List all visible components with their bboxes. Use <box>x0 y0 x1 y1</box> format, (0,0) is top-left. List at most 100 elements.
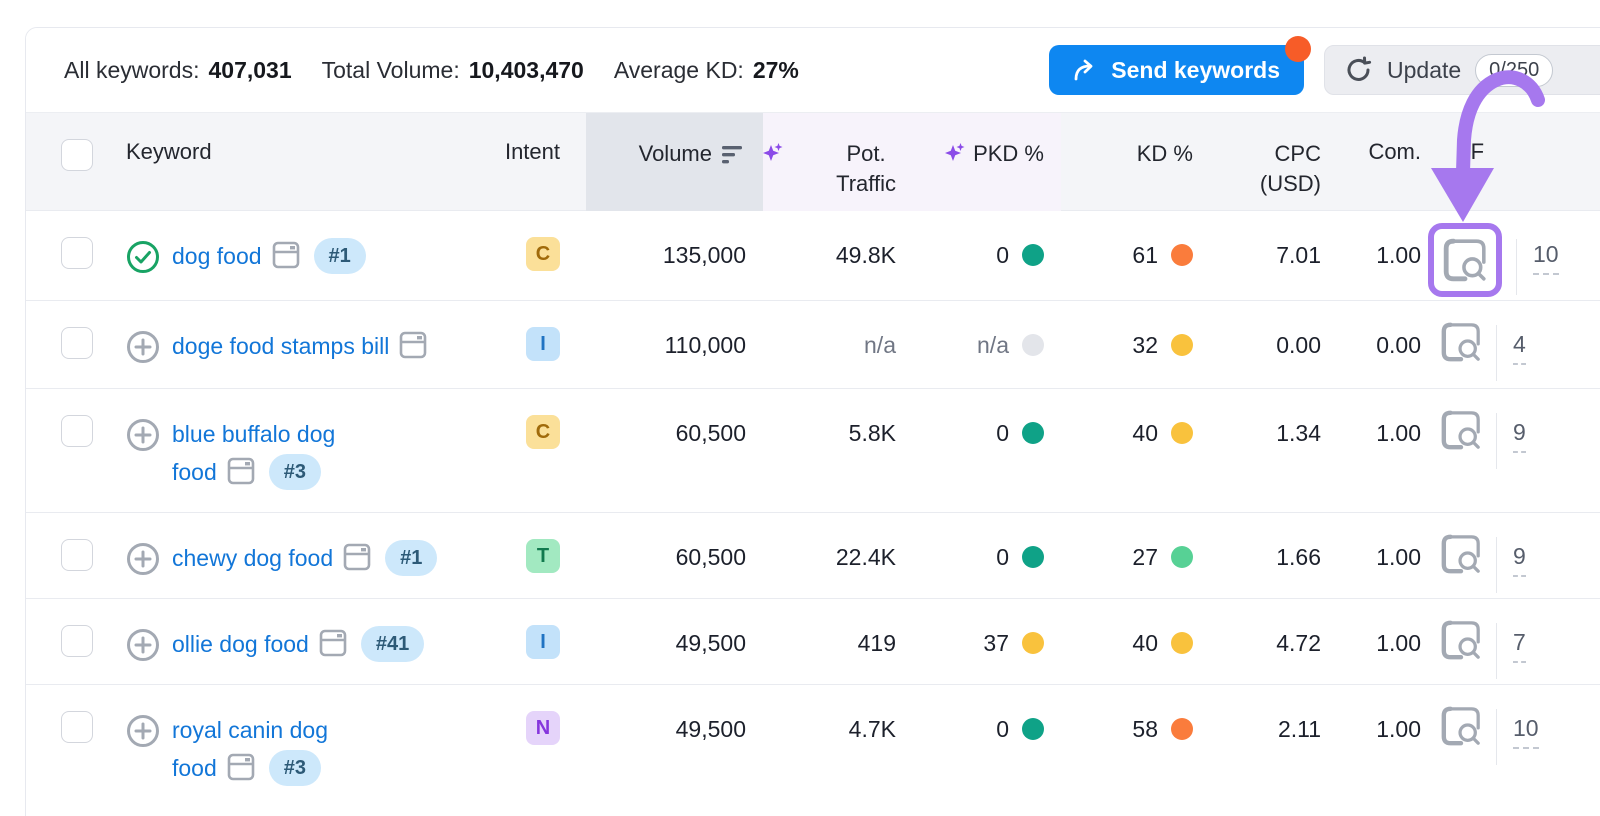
row-checkbox[interactable] <box>61 237 93 269</box>
pot-traffic-cell: 49.8K <box>835 242 896 268</box>
kd-dot <box>1171 632 1193 654</box>
table-row: doge food stamps bill I 110,000 n/a n/a … <box>26 300 1600 388</box>
pkd-dot <box>1022 718 1044 740</box>
sf-count[interactable]: 9 <box>1513 541 1526 577</box>
average-kd-label: Average KD: <box>613 56 744 83</box>
intent-badge[interactable]: I <box>526 625 560 659</box>
keyword-link[interactable]: chewy dog food <box>172 545 334 571</box>
position-badge[interactable]: #3 <box>268 454 322 490</box>
column-cpc-line2: (USD) <box>1259 171 1321 196</box>
divider <box>1496 709 1497 765</box>
cpc-cell: 7.01 <box>1276 242 1321 268</box>
serp-features-highlight-box <box>1428 223 1502 297</box>
volume-cell: 49,500 <box>675 716 746 742</box>
pkd-value: 37 <box>983 630 1009 656</box>
serp-preview-icon[interactable] <box>272 241 300 269</box>
serp-features-icon[interactable] <box>1440 409 1482 451</box>
share-arrow-icon <box>1074 59 1093 81</box>
sf-count[interactable]: 7 <box>1513 627 1526 663</box>
column-volume[interactable]: Volume <box>586 113 763 211</box>
sf-count[interactable]: 9 <box>1513 417 1526 453</box>
serp-features-icon[interactable] <box>1442 237 1488 283</box>
column-intent[interactable]: Intent <box>504 139 560 164</box>
divider <box>1516 239 1517 295</box>
cpc-cell: 0.00 <box>1276 332 1321 358</box>
intent-badge[interactable]: I <box>526 327 560 361</box>
pkd-dot <box>1022 244 1044 266</box>
serp-features-icon[interactable] <box>1440 321 1482 363</box>
row-checkbox[interactable] <box>61 539 93 571</box>
com-cell: 1.00 <box>1376 242 1421 268</box>
volume-cell: 49,500 <box>675 630 746 656</box>
ai-sparkle-icon <box>945 143 965 161</box>
column-sf[interactable]: SF <box>1456 139 1485 164</box>
serp-preview-icon[interactable] <box>319 629 347 657</box>
column-keyword[interactable]: Keyword <box>126 139 212 164</box>
cpc-cell: 4.72 <box>1276 630 1321 656</box>
pkd-dot <box>1022 632 1044 654</box>
send-keywords-label: Send keywords <box>1111 56 1280 83</box>
column-pot-traffic[interactable]: Pot. Traffic <box>763 113 906 211</box>
position-badge[interactable]: #41 <box>360 626 425 662</box>
add-plus-circle-icon[interactable] <box>126 330 160 364</box>
divider <box>1496 537 1497 593</box>
sf-count[interactable]: 10 <box>1533 239 1559 275</box>
add-plus-circle-icon[interactable] <box>126 542 160 576</box>
summary-stats: All keywords: 407,031 Total Volume: 10,4… <box>64 57 799 84</box>
table-row: chewy dog food #1 T 60,500 22.4K 0 27 1.6… <box>26 512 1600 598</box>
sf-count[interactable]: 10 <box>1513 713 1539 749</box>
column-com[interactable]: Com. <box>1368 139 1421 164</box>
send-keywords-button[interactable]: Send keywords <box>1049 36 1311 95</box>
kd-value: 40 <box>1132 420 1158 446</box>
kd-value: 27 <box>1132 544 1158 570</box>
kd-dot <box>1171 244 1193 266</box>
table-row: blue buffalo dog food #3 C 60,500 5.8K 0 … <box>26 388 1600 512</box>
serp-features-icon[interactable] <box>1440 705 1482 747</box>
intent-badge[interactable]: T <box>526 539 560 573</box>
pkd-value: 0 <box>996 716 1009 742</box>
table-row: dog food #1 C 135,000 49.8K 0 61 7.01 1.0… <box>26 210 1600 300</box>
pkd-dot <box>1022 546 1044 568</box>
divider <box>1496 623 1497 679</box>
update-button[interactable]: Update 0/250 <box>1324 45 1600 95</box>
keyword-link[interactable]: dog food <box>172 243 262 269</box>
com-cell: 1.00 <box>1376 544 1421 570</box>
column-kd[interactable]: KD % <box>1061 113 1206 210</box>
add-plus-circle-icon[interactable] <box>126 714 160 748</box>
add-plus-circle-icon[interactable] <box>126 628 160 662</box>
intent-badge[interactable]: C <box>526 415 560 449</box>
serp-preview-icon[interactable] <box>343 543 371 571</box>
serp-features-icon[interactable] <box>1440 619 1482 661</box>
added-check-circle-icon[interactable] <box>126 240 160 274</box>
all-keywords-label: All keywords: <box>64 56 200 83</box>
pot-traffic-cell: 22.4K <box>835 544 896 570</box>
serp-features-icon[interactable] <box>1440 533 1482 575</box>
keyword-table-card: All keywords: 407,031 Total Volume: 10,4… <box>25 27 1600 816</box>
serp-preview-icon[interactable] <box>227 457 255 485</box>
position-badge[interactable]: #3 <box>268 750 322 786</box>
table-row: royal canin dog food #3 N 49,500 4.7K 0 5… <box>26 684 1600 816</box>
row-checkbox[interactable] <box>61 625 93 657</box>
keyword-link[interactable]: royal canin dog food <box>172 717 328 781</box>
keyword-link[interactable]: ollie dog food <box>172 631 309 657</box>
serp-preview-icon[interactable] <box>227 753 255 781</box>
column-kd-label: KD % <box>1136 141 1193 166</box>
keyword-link[interactable]: blue buffalo dog food <box>172 421 336 485</box>
position-badge[interactable]: #1 <box>313 238 366 274</box>
refresh-icon <box>1347 56 1372 81</box>
intent-badge[interactable]: N <box>526 711 560 745</box>
kd-dot <box>1171 718 1193 740</box>
row-checkbox[interactable] <box>61 711 93 743</box>
position-badge[interactable]: #1 <box>385 540 438 576</box>
column-cpc[interactable]: CPC (USD) <box>1206 113 1326 210</box>
divider <box>1496 413 1497 469</box>
keyword-link[interactable]: doge food stamps bill <box>172 333 390 359</box>
row-checkbox[interactable] <box>61 327 93 359</box>
sf-count[interactable]: 4 <box>1513 329 1526 365</box>
add-plus-circle-icon[interactable] <box>126 418 160 452</box>
serp-preview-icon[interactable] <box>399 331 427 359</box>
intent-badge[interactable]: C <box>526 237 560 271</box>
column-pkd[interactable]: PKD % <box>906 113 1061 211</box>
row-checkbox[interactable] <box>61 415 93 447</box>
select-all-checkbox[interactable] <box>61 139 93 171</box>
